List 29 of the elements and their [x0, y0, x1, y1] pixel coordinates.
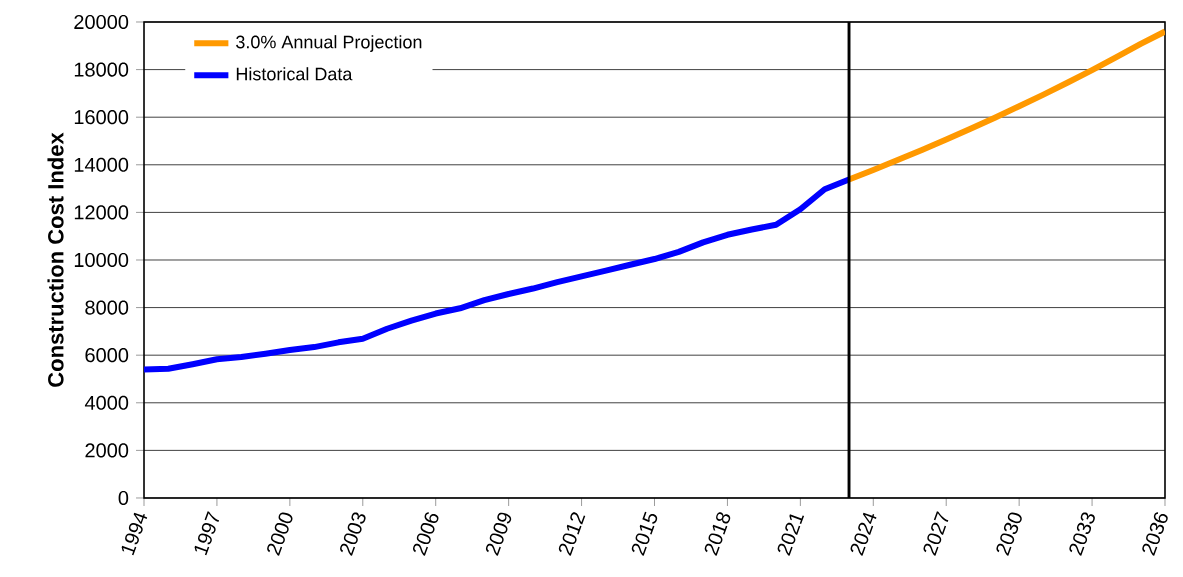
- x-tick-label: 2000: [267, 512, 293, 556]
- x-tick-label: 2009: [485, 512, 512, 556]
- legend-label: Historical Data: [236, 67, 353, 81]
- x-tick-label: 2030: [996, 512, 1022, 556]
- y-tick-label: 12000: [74, 205, 129, 220]
- x-tick-label: 2033: [1069, 512, 1095, 556]
- legend-label: 3.0% Annual Projection: [236, 35, 422, 52]
- y-tick-label: 8000: [85, 300, 129, 315]
- x-tick-label: 2006: [412, 512, 439, 556]
- x-tick-label: 2027: [923, 511, 949, 556]
- y-tick-label: 6000: [85, 348, 129, 363]
- y-tick-label: 14000: [74, 157, 129, 172]
- x-tick-label: 2036: [1142, 512, 1168, 556]
- y-axis-title: Construction Cost Index: [47, 132, 64, 387]
- y-tick-label: 2000: [85, 443, 129, 458]
- y-tick-label: 18000: [74, 62, 129, 77]
- y-tick-label: 10000: [74, 252, 129, 268]
- x-tick-label: 2018: [704, 512, 731, 556]
- y-tick-label: 4000: [84, 395, 129, 410]
- x-tick-label: 1997: [194, 511, 220, 556]
- x-tick-label: 2003: [340, 512, 366, 556]
- x-tick-label: 2024: [850, 512, 877, 556]
- x-tick-label: 2021: [777, 514, 805, 556]
- y-tick-label: 20000: [74, 14, 129, 30]
- x-tick-label: 2012: [558, 512, 586, 556]
- y-tick-label: 0: [118, 490, 129, 506]
- y-tick-label: 16000: [74, 110, 129, 125]
- x-tick-label: 1994: [121, 512, 148, 556]
- x-tick-label: 2015: [631, 511, 658, 556]
